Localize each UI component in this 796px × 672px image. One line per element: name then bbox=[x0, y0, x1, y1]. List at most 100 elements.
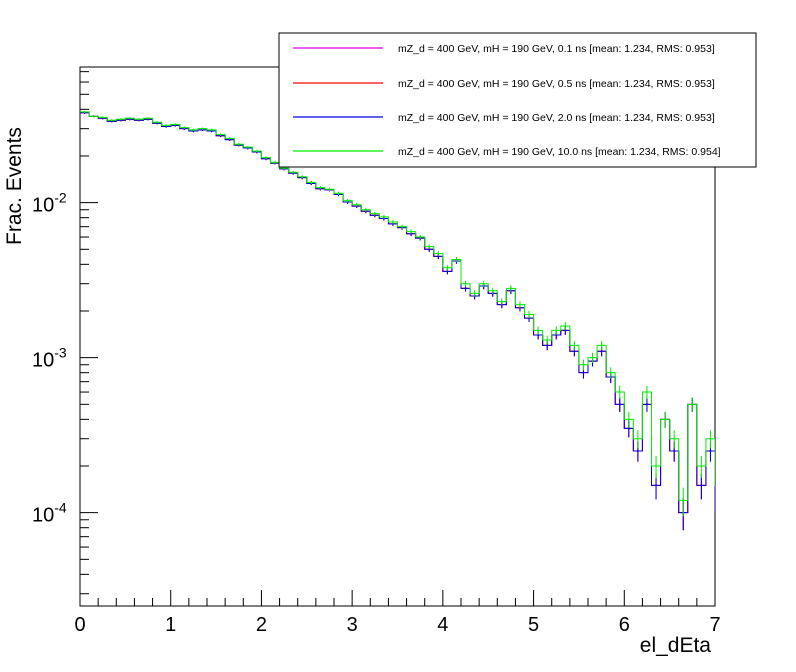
data-point bbox=[319, 186, 322, 189]
data-point bbox=[119, 118, 122, 121]
y-tick-label: 10-2 bbox=[32, 190, 67, 217]
data-point bbox=[700, 484, 703, 487]
data-point bbox=[636, 437, 639, 440]
data-point bbox=[728, 558, 730, 560]
legend-label: mZ_d = 400 GeV, mH = 190 GeV, 0.5 ns [me… bbox=[398, 78, 715, 90]
data-point bbox=[673, 437, 676, 440]
data-point bbox=[310, 181, 313, 184]
data-point bbox=[700, 465, 703, 467]
x-tick-label: 0 bbox=[74, 614, 85, 636]
data-point bbox=[455, 258, 458, 261]
data-point bbox=[791, 512, 793, 514]
data-point bbox=[618, 403, 621, 406]
data-point bbox=[737, 512, 739, 514]
data-point bbox=[482, 282, 485, 285]
data-point bbox=[555, 329, 558, 332]
data-point bbox=[582, 371, 585, 374]
data-point bbox=[110, 119, 113, 122]
data-point bbox=[255, 150, 258, 153]
data-point bbox=[346, 199, 349, 202]
data-point bbox=[655, 465, 657, 467]
data-point bbox=[373, 212, 376, 215]
data-point bbox=[283, 167, 286, 170]
data-point bbox=[636, 450, 639, 452]
data-point bbox=[410, 230, 413, 233]
y-axis: 10-2 10-3 10-4 bbox=[32, 71, 98, 595]
data-point bbox=[773, 465, 775, 467]
data-point bbox=[573, 350, 576, 353]
data-point bbox=[746, 465, 748, 467]
data-point bbox=[401, 225, 403, 228]
data-point bbox=[782, 558, 784, 560]
data-point bbox=[301, 175, 304, 178]
data-point bbox=[746, 465, 748, 467]
data-point bbox=[764, 465, 766, 467]
data-point bbox=[147, 117, 149, 120]
data-point bbox=[500, 300, 503, 303]
data-point bbox=[537, 329, 540, 332]
data-point bbox=[646, 403, 648, 406]
data-point bbox=[564, 325, 567, 327]
data-point bbox=[627, 427, 630, 430]
data-point bbox=[446, 270, 449, 273]
data-point bbox=[437, 252, 440, 255]
data-point bbox=[627, 418, 630, 421]
series-layer bbox=[80, 110, 793, 575]
data-point bbox=[228, 137, 231, 140]
data-point bbox=[618, 391, 621, 393]
data-point bbox=[691, 403, 694, 406]
data-point bbox=[764, 484, 766, 486]
legend-label: mZ_d = 400 GeV, mH = 190 GeV, 0.1 ns [me… bbox=[398, 43, 715, 55]
data-point bbox=[791, 512, 793, 514]
data-point bbox=[709, 437, 712, 440]
data-point bbox=[755, 484, 757, 486]
x-tick-label: 2 bbox=[256, 614, 267, 636]
data-point bbox=[428, 245, 431, 248]
data-point bbox=[156, 121, 159, 124]
data-point bbox=[201, 127, 204, 130]
data-point bbox=[519, 303, 521, 306]
data-point bbox=[473, 292, 476, 295]
data-point bbox=[737, 512, 739, 514]
data-point bbox=[782, 573, 784, 575]
data-point bbox=[728, 573, 730, 575]
series-0 bbox=[80, 111, 784, 575]
data-point bbox=[174, 123, 177, 126]
data-point bbox=[600, 350, 603, 353]
series-1 bbox=[80, 111, 793, 575]
data-point bbox=[755, 512, 757, 514]
data-point bbox=[773, 465, 775, 467]
data-point bbox=[419, 236, 422, 238]
data-point bbox=[83, 110, 86, 113]
data-point bbox=[292, 171, 295, 174]
data-point bbox=[609, 371, 612, 374]
legend: mZ_d = 400 GeV, mH = 190 GeV, 0.1 ns [me… bbox=[278, 32, 757, 168]
y-axis-title: Frac. Events bbox=[3, 127, 26, 245]
legend-label: mZ_d = 400 GeV, mH = 190 GeV, 2.0 ns [me… bbox=[398, 112, 715, 124]
data-point bbox=[355, 203, 358, 206]
data-point bbox=[655, 484, 657, 487]
data-point bbox=[646, 391, 648, 393]
data-point bbox=[782, 573, 784, 575]
data-point bbox=[546, 344, 549, 347]
data-point bbox=[764, 484, 766, 486]
data-point bbox=[92, 115, 95, 118]
data-point bbox=[491, 289, 494, 292]
data-point bbox=[138, 118, 140, 121]
data-point bbox=[219, 133, 222, 136]
data-point bbox=[573, 344, 576, 347]
data-point bbox=[183, 126, 186, 129]
data-point bbox=[709, 450, 712, 452]
data-point bbox=[237, 143, 240, 146]
data-point bbox=[782, 573, 784, 575]
series-line bbox=[80, 111, 715, 501]
x-tick-label: 4 bbox=[437, 614, 448, 636]
data-point bbox=[682, 499, 685, 502]
data-point bbox=[791, 484, 793, 486]
data-point bbox=[265, 156, 267, 159]
y-tick-label: 10-3 bbox=[32, 345, 67, 372]
data-point bbox=[446, 266, 449, 269]
data-point bbox=[728, 573, 730, 575]
x-tick-label: 6 bbox=[619, 614, 630, 636]
data-point bbox=[464, 282, 467, 285]
